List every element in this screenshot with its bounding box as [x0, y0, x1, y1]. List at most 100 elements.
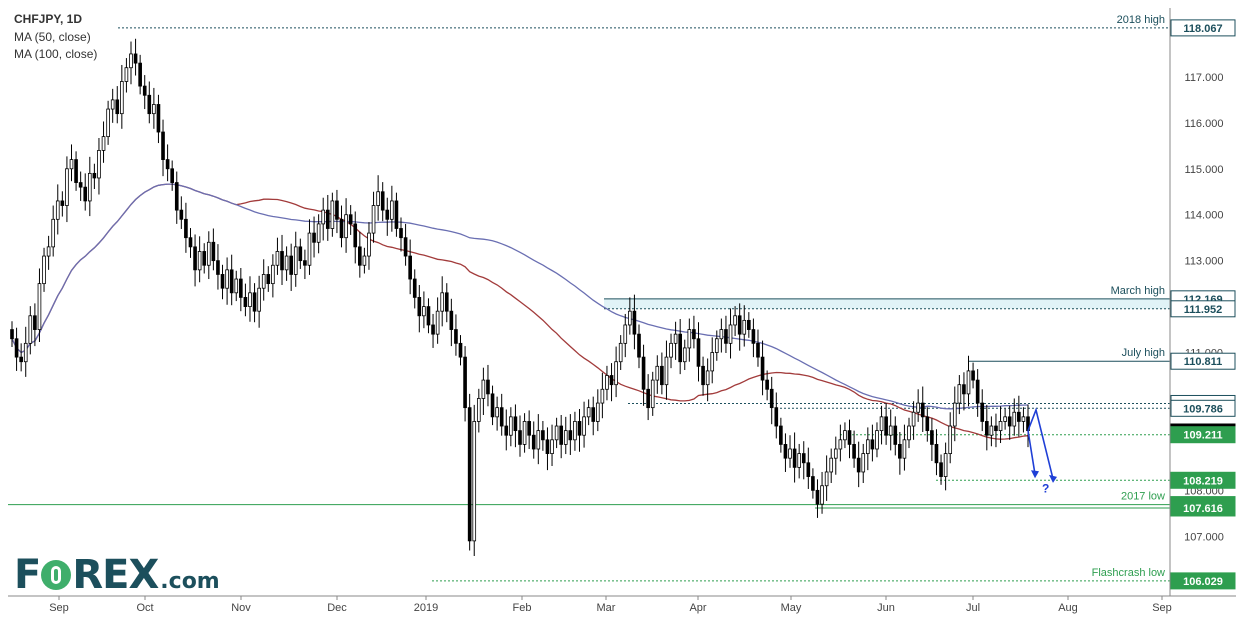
- candle-body: [884, 416, 888, 436]
- logo-suffix: REX: [72, 552, 159, 598]
- time-tick-label: May: [781, 602, 802, 614]
- candle-body: [660, 365, 664, 386]
- time-tick-label: 2019: [414, 602, 438, 614]
- candle-body: [165, 159, 170, 170]
- candle-body: [14, 338, 19, 358]
- candle-body: [847, 430, 852, 445]
- projection-arrowhead-a: [1031, 470, 1039, 479]
- level-value-box: [1170, 499, 1236, 517]
- candle-body: [303, 260, 307, 266]
- candle-body: [65, 168, 69, 206]
- candle-body: [10, 329, 14, 340]
- level-value-label: 110.811: [1184, 356, 1223, 368]
- candle-body: [669, 342, 673, 358]
- candle-body: [490, 393, 495, 418]
- projection-arrowhead-b: [1049, 474, 1057, 483]
- candle-body: [216, 260, 220, 275]
- candle-body: [765, 379, 769, 390]
- candle-body: [861, 453, 866, 473]
- candle-body: [184, 218, 188, 239]
- candle-body: [289, 255, 293, 275]
- candle-body: [618, 342, 623, 363]
- candle-body: [129, 53, 133, 69]
- candle-body: [431, 324, 435, 335]
- candle-body: [664, 356, 669, 386]
- candle-body: [788, 448, 792, 459]
- time-tick-label: Mar: [597, 602, 616, 614]
- candle-body: [358, 246, 362, 266]
- time-tick-label: Nov: [231, 602, 251, 614]
- candle-body: [316, 223, 321, 243]
- candle-body: [646, 388, 650, 409]
- symbol-title: CHFJPY, 1D: [14, 12, 83, 26]
- candle-body: [852, 444, 856, 459]
- candle-body: [147, 94, 152, 115]
- candle-body: [390, 200, 394, 220]
- candle-body: [330, 200, 335, 229]
- time-tick-label: Jun: [877, 602, 895, 614]
- price-tick-label: 114.000: [1185, 210, 1224, 222]
- candle-body: [806, 462, 811, 477]
- candle-body: [138, 62, 142, 87]
- candle-body: [197, 251, 202, 271]
- candle-body: [28, 315, 33, 344]
- candle-body: [403, 237, 408, 257]
- candle-body: [495, 407, 499, 418]
- candle-body: [797, 453, 801, 468]
- candle-body: [756, 342, 760, 358]
- candle-body: [591, 407, 596, 422]
- levels-layer: [8, 27, 1170, 582]
- candle-body: [69, 159, 74, 170]
- candle-body: [298, 246, 303, 262]
- candle-body: [641, 356, 646, 390]
- candle-body: [751, 329, 756, 344]
- candle-body: [952, 402, 957, 427]
- candle-body: [380, 191, 385, 211]
- candle-body: [911, 411, 916, 427]
- candle-body: [440, 292, 445, 312]
- candle-body: [801, 453, 806, 464]
- candle-body: [284, 255, 289, 271]
- candle-body: [362, 255, 367, 266]
- candle-body: [19, 356, 23, 363]
- time-tick-label: Sep: [49, 602, 69, 614]
- candle-body: [650, 379, 655, 409]
- candle-body: [261, 274, 266, 289]
- candle-body: [161, 131, 165, 160]
- candle-body: [257, 287, 261, 312]
- candle-body: [97, 150, 101, 179]
- candle-body: [760, 356, 765, 381]
- candle-body: [545, 439, 550, 454]
- zones-layer: [604, 298, 1170, 309]
- candle-body: [879, 416, 884, 432]
- candle-body: [714, 338, 719, 353]
- candle-body: [724, 329, 728, 344]
- candle-body: [87, 172, 92, 202]
- projection-question-mark: ?: [1042, 482, 1049, 496]
- candle-body: [312, 232, 316, 243]
- candle-body: [907, 425, 911, 441]
- candle-body: [499, 407, 504, 427]
- candle-body: [737, 315, 742, 335]
- candle-body: [989, 425, 994, 436]
- candle-body: [435, 310, 440, 335]
- candle-body: [371, 205, 376, 234]
- candle-body: [856, 457, 861, 473]
- candle-body: [705, 370, 710, 386]
- candle-body: [463, 356, 467, 409]
- candle-body: [271, 264, 275, 285]
- candle-body: [728, 324, 733, 344]
- candle-body: [595, 402, 600, 422]
- level-value-label: 109.786: [1183, 403, 1223, 415]
- candle-body: [179, 209, 184, 220]
- candle-body: [266, 274, 271, 285]
- candle-body: [115, 99, 120, 115]
- candle-body: [637, 333, 641, 358]
- candle-body: [522, 421, 527, 445]
- candle-body: [609, 375, 614, 386]
- candle-body: [554, 425, 559, 441]
- candle-body: [78, 182, 83, 188]
- candle-body: [481, 379, 486, 399]
